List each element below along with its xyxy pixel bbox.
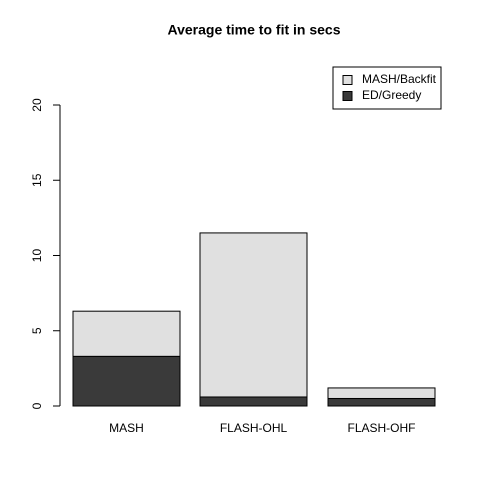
legend-label: MASH/Backfit	[362, 72, 437, 86]
y-tick-label: 0	[30, 402, 44, 409]
chart-title: Average time to fit in secs	[168, 22, 341, 38]
bar-segment	[199, 232, 308, 398]
x-tick-label: FLASH-OHL	[220, 421, 288, 435]
bar-segment	[72, 310, 181, 357]
bar-segment	[327, 387, 436, 399]
y-tick-label: 5	[30, 327, 44, 334]
bar-segment	[72, 355, 181, 407]
x-tick-label: MASH	[109, 421, 144, 435]
legend-label: ED/Greedy	[362, 88, 421, 102]
bar-segment	[199, 396, 308, 407]
y-tick-label: 15	[30, 173, 44, 187]
y-tick-label: 20	[30, 98, 44, 112]
legend-swatch	[342, 75, 353, 85]
legend-box	[332, 66, 442, 110]
legend-swatch	[342, 91, 353, 101]
bar-segment	[327, 397, 436, 407]
y-tick-label: 10	[30, 249, 44, 263]
x-tick-label: FLASH-OHF	[347, 421, 415, 435]
